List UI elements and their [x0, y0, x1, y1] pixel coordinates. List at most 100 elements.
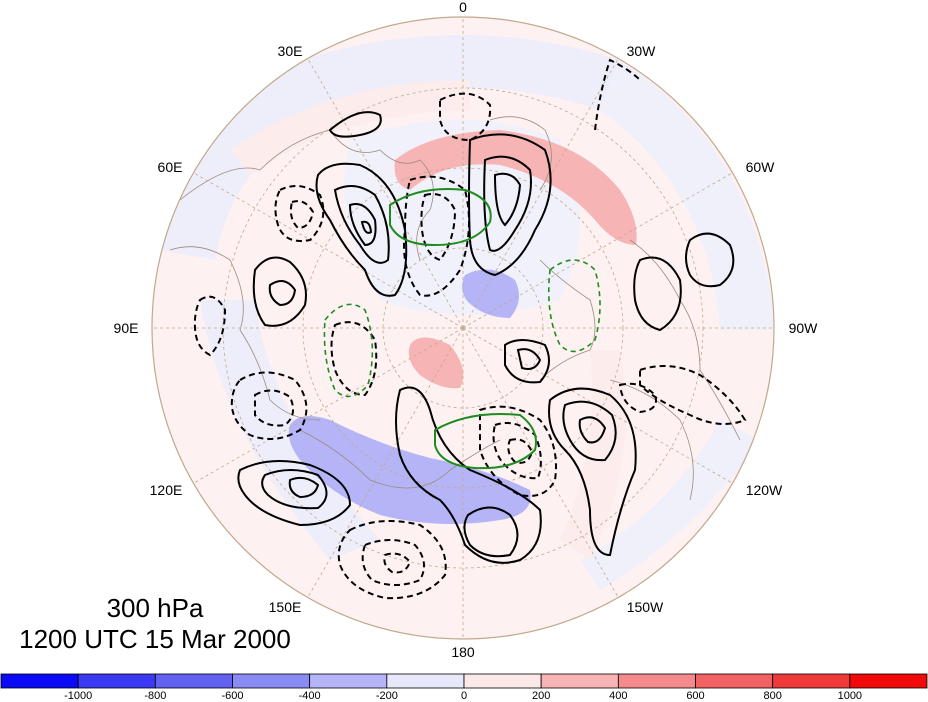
positive-contour: [633, 256, 682, 332]
coastline: [299, 429, 501, 489]
meridian-line: [462, 58, 619, 329]
lon-label-150e: 150E: [269, 599, 302, 615]
shade-outer-blue: [580, 420, 760, 590]
lon-label-150w: 150W: [627, 599, 664, 615]
lon-label-0: 0: [459, 0, 467, 15]
green-contour: [434, 413, 537, 470]
colorbar-swatch: [77, 673, 156, 689]
negative-contour: [230, 371, 308, 440]
positive-contour: [463, 506, 519, 558]
meridian-line: [462, 327, 619, 598]
positive-contour: [493, 172, 522, 227]
colorbar-swatch: [309, 673, 388, 689]
positive-contour: [315, 162, 408, 297]
colorbar-swatch: [540, 673, 619, 689]
negative-contour: [639, 365, 747, 425]
positive-contour: [261, 469, 328, 510]
lon-label-60w: 60W: [746, 159, 776, 175]
longitude-labels: 0 30E 30W 60E 60W 90E 90W 120E 120W 150E…: [114, 0, 819, 660]
shade-outer-red: [560, 350, 626, 560]
lon-label-90w: 90W: [789, 320, 819, 336]
coastline: [169, 246, 321, 421]
positive-contour: [504, 339, 550, 384]
shading-layer: [160, 35, 774, 590]
lon-label-30w: 30W: [627, 43, 657, 59]
colorbar-tick-label: -600: [221, 690, 243, 702]
colorbar: -1000 -800 -600 -400 -200 0 200 400 600 800 1000: [0, 673, 928, 702]
contour-layer: [193, 58, 747, 600]
negative-contour: [439, 92, 492, 142]
latitude-circle: [222, 87, 704, 569]
coastline: [629, 239, 741, 441]
lon-label-120e: 120E: [150, 482, 183, 498]
colorbar-swatch: [386, 673, 465, 689]
shade-red-arc: [394, 130, 637, 245]
meridian-line: [193, 327, 464, 484]
coastline: [179, 129, 434, 261]
latitude-circle: [302, 167, 624, 489]
negative-contour: [274, 185, 325, 242]
positive-contour: [578, 416, 607, 444]
latitude-circle: [382, 247, 544, 409]
negative-contour: [337, 520, 447, 600]
meridian-line: [193, 172, 464, 329]
colorbar-tick-label: 800: [763, 690, 781, 702]
shade-blue-center: [462, 269, 519, 318]
negative-contour: [618, 382, 657, 414]
positive-contour: [685, 232, 735, 288]
positive-contour: [288, 476, 320, 499]
negative-contour: [289, 200, 315, 230]
positive-contour: [548, 387, 637, 557]
colorbar-swatch: [849, 673, 928, 689]
coastlines: [169, 116, 741, 501]
meridian-line: [307, 327, 464, 598]
shade-red-center: [408, 337, 464, 389]
meridian-line: [462, 327, 733, 484]
negative-contour: [383, 552, 412, 574]
positive-contour: [328, 111, 382, 138]
colorbar-tick-label: -200: [376, 690, 398, 702]
green-contour: [389, 188, 492, 247]
colorbar-swatch: [617, 673, 696, 689]
colorbar-tick-label: 1000: [838, 690, 862, 702]
positive-contour: [268, 280, 297, 307]
graticule: [152, 17, 774, 639]
positive-contour: [468, 133, 552, 277]
positive-contour: [360, 220, 373, 234]
negative-contour: [403, 175, 470, 297]
lon-label-90e: 90E: [114, 320, 139, 336]
lon-label-120w: 120W: [746, 482, 783, 498]
colorbar-tick-label: -400: [299, 690, 321, 702]
caption-datetime: 1200 UTC 15 Mar 2000: [19, 624, 291, 654]
colorbar-tick-label: -800: [144, 690, 166, 702]
colorbar-swatch: [232, 673, 311, 689]
colorbar-tick-label: 400: [609, 690, 627, 702]
colorbar-swatch: [154, 673, 233, 689]
positive-contour: [516, 348, 542, 370]
colorbar-tick-label: 0: [461, 690, 467, 702]
colorbar-swatch: [772, 673, 851, 689]
positive-contour: [562, 400, 617, 462]
shade-outer-red: [230, 80, 470, 175]
negative-contours: [193, 58, 747, 600]
positive-contour: [395, 386, 542, 564]
meridian-line: [307, 58, 464, 329]
caption-level: 300 hPa: [107, 593, 204, 623]
lon-label-30e: 30E: [278, 43, 303, 59]
green-contour: [323, 303, 374, 398]
colorbar-tick-label: -1000: [64, 690, 92, 702]
negative-contour: [254, 389, 295, 427]
positive-contour: [483, 155, 532, 252]
shade-outer-blue: [600, 60, 774, 330]
positive-contour: [237, 460, 352, 527]
colorbar-tick-label: 200: [532, 690, 550, 702]
coastline: [489, 116, 552, 191]
negative-contour: [479, 405, 557, 497]
lon-label-60e: 60E: [158, 159, 183, 175]
lon-label-180: 180: [451, 644, 475, 660]
negative-contour: [594, 58, 641, 131]
coastline: [609, 379, 694, 501]
colorbar-swatch: [463, 673, 542, 689]
green-contour: [547, 259, 601, 353]
